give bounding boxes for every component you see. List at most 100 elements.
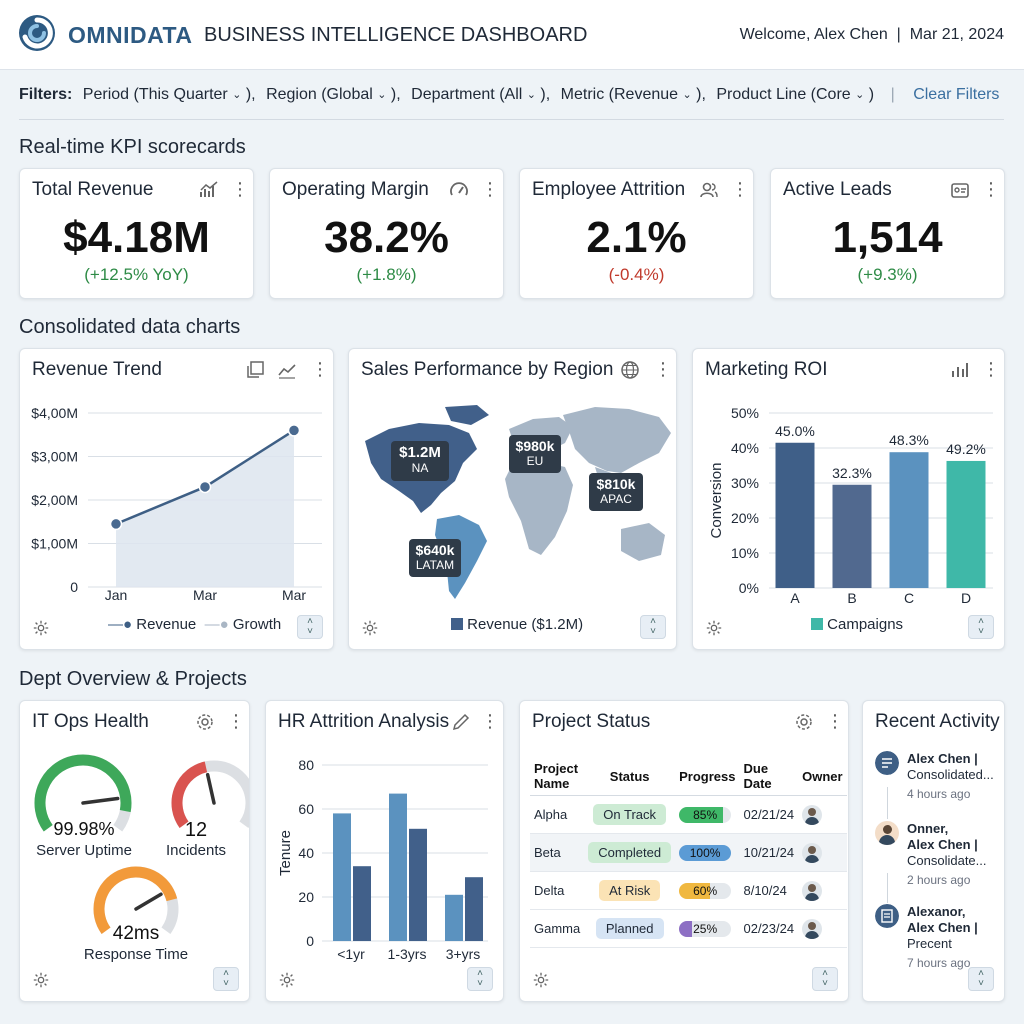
expand-toggle-button[interactable]: ˄ ˅	[213, 967, 239, 991]
copy-icon[interactable]	[245, 360, 265, 380]
kpi-card-active-leads[interactable]: Active Leads ⋮ 1,514 (+9.3%)	[770, 168, 1005, 299]
chevron-down-icon: ⌄	[232, 89, 242, 101]
revenue-point	[287, 424, 301, 437]
settings-gear-icon[interactable]	[278, 971, 296, 989]
bar-chart-icon[interactable]	[950, 360, 970, 380]
settings-gear-icon[interactable]	[32, 971, 50, 989]
more-options-icon[interactable]: ⋮	[311, 359, 329, 379]
globe-icon[interactable]	[620, 360, 640, 380]
data-label: 45.0%	[775, 423, 815, 439]
kpi-card-total-revenue[interactable]: Total Revenue ⋮ $4.18M (+12.5% YoY)	[19, 168, 254, 299]
table-row[interactable]: Alpha On Track 85% 02/21/24	[530, 795, 847, 834]
clear-filters-link[interactable]: Clear Filters	[913, 86, 1000, 103]
y-tick-label: $2,00M	[31, 492, 78, 508]
more-options-icon[interactable]: ⋮	[231, 179, 249, 199]
expand-toggle-button[interactable]: ˄ ˅	[812, 967, 838, 991]
avatar[interactable]	[802, 880, 823, 901]
settings-gear-icon[interactable]	[32, 619, 50, 637]
tooltip-region: NA	[411, 461, 429, 475]
x-tick-label: <1yr	[337, 946, 365, 962]
top-bar: OMNIDATA BUSINESS INTELLIGENCE DASHBOARD…	[0, 0, 1024, 70]
response-gauge-fill	[93, 866, 178, 934]
filter-metric[interactable]: Metric (Revenue ⌄ ),	[560, 86, 706, 103]
line-chart-icon[interactable]	[277, 360, 297, 380]
y-tick-label: 0	[306, 933, 314, 949]
activity-item[interactable]: Alex Chen | Consolidated... 4 hours ago	[875, 751, 1001, 811]
brand-name: OMNIDATA	[68, 22, 193, 48]
avatar[interactable]	[802, 918, 823, 939]
settings-gear-icon[interactable]	[794, 712, 814, 732]
region-africa	[505, 461, 573, 555]
section-title-kpi: Real-time KPI scorecards	[19, 136, 246, 158]
more-options-icon[interactable]: ⋮	[481, 711, 499, 731]
column-header[interactable]: Status	[584, 757, 676, 796]
edit-pencil-icon[interactable]	[451, 712, 471, 732]
expand-toggle-button[interactable]: ˄ ˅	[640, 615, 666, 639]
kpi-card-employee-attrition[interactable]: Employee Attrition ⋮ 2.1% (-0.4%)	[519, 168, 754, 299]
more-options-icon[interactable]: ⋮	[982, 179, 1000, 199]
table-row[interactable]: Beta Completed 100% 10/21/24	[530, 833, 847, 872]
filter-department[interactable]: Department (All ⌄ ),	[411, 86, 551, 103]
kpi-title: Operating Margin	[282, 179, 429, 200]
revenue-point	[109, 517, 123, 531]
status-badge: Completed	[588, 842, 672, 863]
y-tick-label: 50%	[731, 405, 759, 421]
marketing-roi-chart: 50% 40% 30% 20% 10% 0% Conversion 45.0% A 32.3% B 4…	[708, 405, 993, 606]
response-gauge-needle	[134, 892, 163, 911]
y-tick-label: 0%	[739, 580, 759, 596]
filter-period[interactable]: Period (This Quarter ⌄ ),	[82, 86, 256, 103]
kpi-card-operating-margin[interactable]: Operating Margin ⋮ 38.2% (+1.8%)	[269, 168, 504, 299]
region-asia[interactable]	[563, 407, 671, 473]
x-tick-label: D	[961, 590, 971, 606]
column-header[interactable]: Owner	[798, 757, 847, 796]
expand-toggle-button[interactable]: ˄ ˅	[297, 615, 323, 639]
incidents-gauge-needle	[205, 772, 216, 805]
more-options-icon[interactable]: ⋮	[481, 179, 499, 199]
chevron-down-icon: ⌄	[377, 89, 387, 101]
bar-c	[889, 452, 929, 588]
avatar[interactable]	[802, 804, 823, 825]
expand-toggle-button[interactable]: ˄ ˅	[968, 615, 994, 639]
incidents-value: 12	[184, 819, 208, 841]
tooltip-value: $1.2M	[399, 444, 441, 461]
kpi-title: Employee Attrition	[532, 179, 686, 200]
filter-separator: |	[890, 86, 895, 103]
x-tick-label: Jan	[105, 587, 128, 603]
kpi-value: 2.1%	[586, 213, 687, 262]
avatar[interactable]	[802, 842, 823, 863]
project-table: Project Name Status Progress Due Date Ow…	[530, 757, 847, 948]
table-row[interactable]: Gamma Planned 25% 02/23/24	[530, 909, 847, 948]
expand-toggle-button[interactable]: ˄ ˅	[968, 967, 994, 991]
chart-title: HR Attrition Analysis	[278, 711, 450, 732]
column-header[interactable]: Project Name	[530, 757, 585, 796]
more-options-icon[interactable]: ⋮	[227, 711, 245, 731]
legend-revenue: Revenue	[136, 616, 197, 633]
more-options-icon[interactable]: ⋮	[826, 711, 844, 731]
filter-region[interactable]: Region (Global ⌄ ),	[266, 86, 401, 103]
column-header[interactable]: Due Date	[739, 757, 799, 796]
more-options-icon[interactable]: ⋮	[982, 359, 1000, 379]
filter-product-line[interactable]: Product Line (Core ⌄ )	[716, 86, 875, 103]
expand-toggle-button[interactable]: ˄ ˅	[467, 967, 493, 991]
settings-gear-icon[interactable]	[705, 619, 723, 637]
settings-gear-icon[interactable]	[532, 971, 550, 989]
table-row[interactable]: Delta At Risk 60% 8/10/24	[530, 871, 847, 910]
column-header[interactable]: Progress	[675, 757, 740, 796]
activity-line: Alex Chen |	[907, 920, 978, 935]
activity-item[interactable]: Onner, Alex Chen | Consolidate... 2 hours …	[875, 821, 1001, 891]
bar-series-2	[353, 866, 371, 941]
legend-marker-revenue: —●	[108, 616, 133, 633]
it-ops-health-card: IT Ops Health ⋮ 99.98% Server Uptime 12 …	[19, 700, 250, 1002]
status-badge: On Track	[593, 804, 667, 825]
chart-title: Revenue Trend	[32, 359, 162, 380]
uptime-gauge-needle	[81, 796, 120, 805]
activity-line: Alex Chen |	[907, 837, 978, 852]
activity-item[interactable]: Alexanor, Alex Chen | Precent 7 hours ago	[875, 904, 1001, 974]
region-south-america[interactable]	[435, 515, 487, 599]
progress-bar: 85%	[679, 806, 732, 823]
settings-gear-icon[interactable]	[195, 712, 215, 732]
settings-gear-icon[interactable]	[361, 619, 379, 637]
more-options-icon[interactable]: ⋮	[731, 179, 749, 199]
more-options-icon[interactable]: ⋮	[654, 359, 672, 379]
activity-line: Alexanor,	[907, 904, 966, 919]
